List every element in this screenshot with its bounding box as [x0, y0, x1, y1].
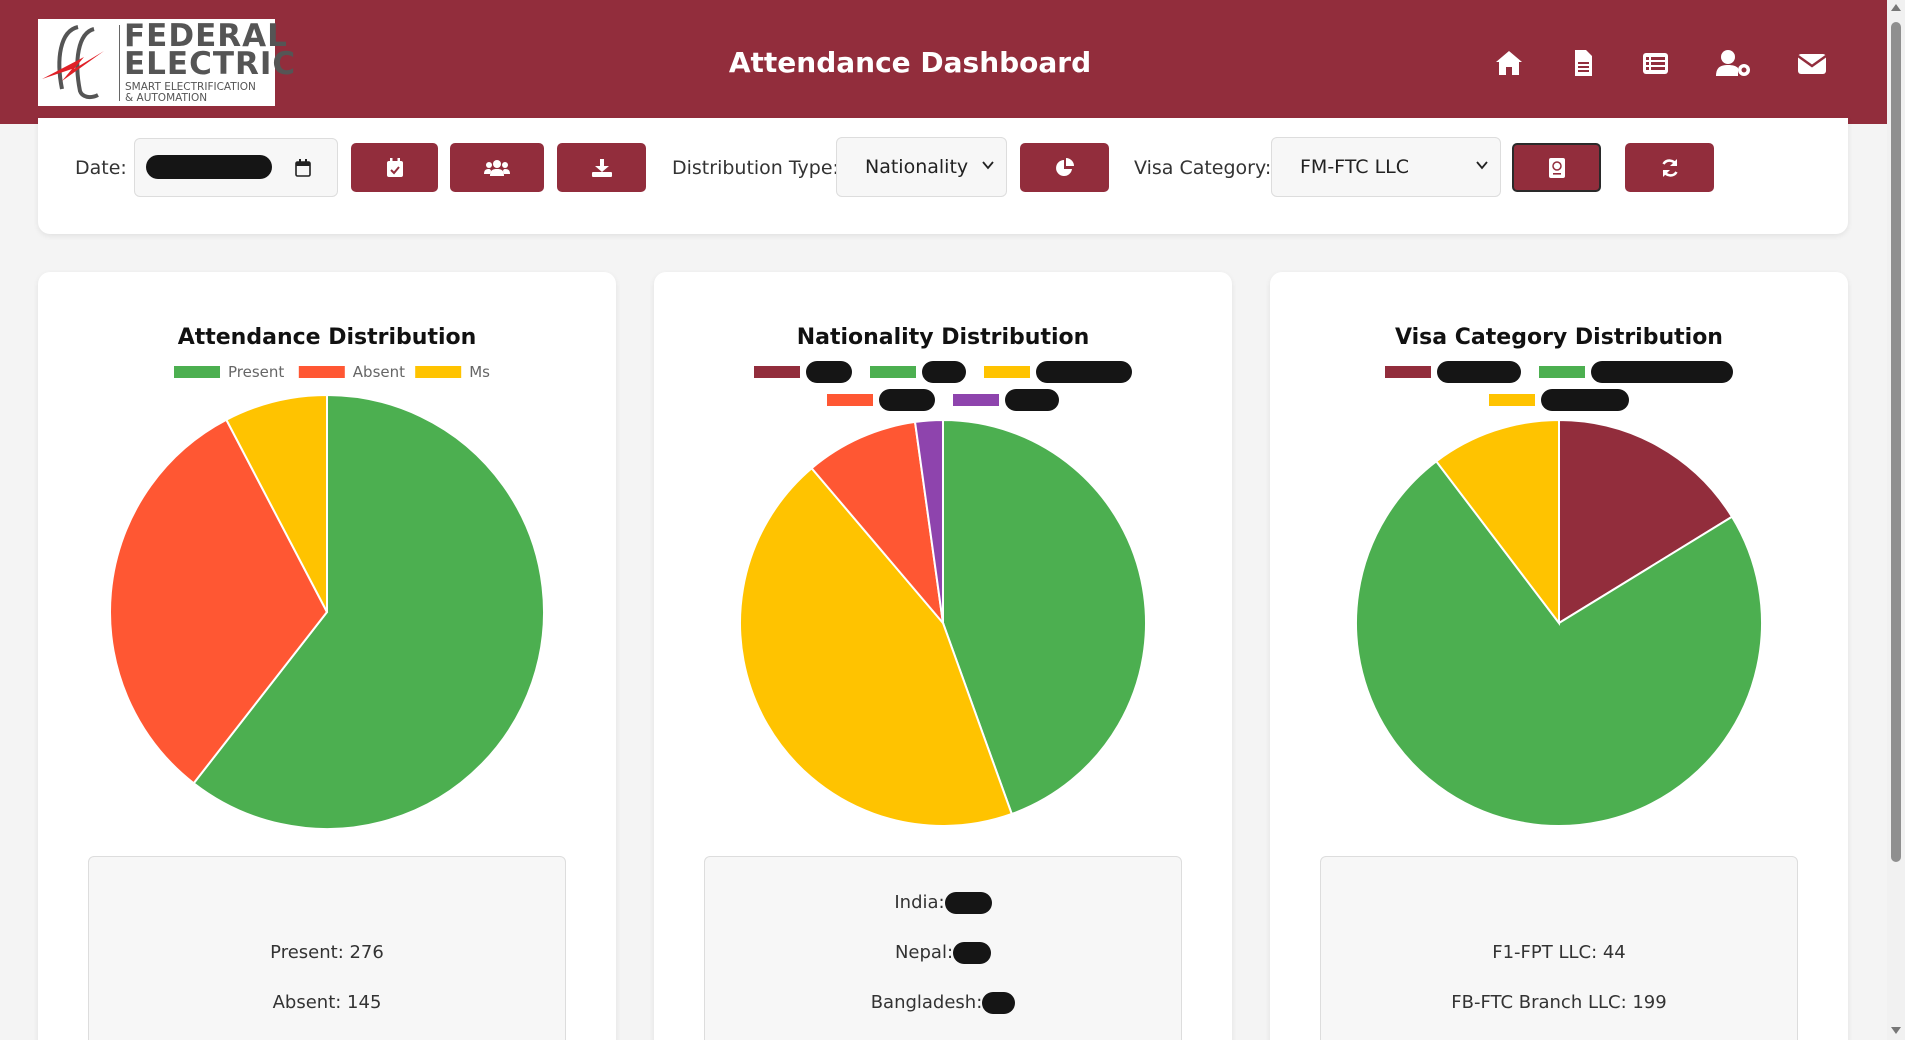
legend-item[interactable] [984, 361, 1132, 383]
distribution-type-select[interactable]: Nationality [836, 137, 1007, 197]
passport-button[interactable] [1512, 143, 1601, 192]
distribution-type-label: Distribution Type: [672, 157, 839, 179]
page-scrollbar[interactable] [1887, 0, 1905, 1040]
refresh-button[interactable] [1625, 143, 1714, 192]
redacted-legend-label [1036, 361, 1132, 383]
logo-tagline2: & AUTOMATION [125, 92, 208, 104]
legend-item[interactable] [827, 389, 935, 411]
pie-slice[interactable] [109, 418, 329, 785]
distribution-type-value: Nationality [865, 156, 969, 178]
legend-item[interactable] [754, 361, 852, 383]
legend-item[interactable]: Absent [298, 363, 405, 381]
list-icon[interactable] [1640, 48, 1670, 78]
legend-label: Ms [469, 363, 490, 381]
stat-bangladesh: Bangladesh: [705, 992, 1181, 1014]
redacted-legend-label [1541, 389, 1629, 411]
company-logo[interactable]: FEDERAL ELECTRIC SMART ELECTRIFICATION &… [38, 19, 295, 106]
pie-slice[interactable] [1355, 459, 1763, 827]
pie-slice[interactable] [192, 393, 545, 830]
scrollbar-thumb[interactable] [1891, 22, 1901, 862]
attendance-chart-title: Attendance Distribution [177, 325, 477, 350]
legend-item[interactable] [870, 361, 966, 383]
download-icon [591, 158, 612, 177]
document-icon[interactable] [1568, 48, 1598, 78]
date-label: Date: [75, 157, 127, 179]
visa-category-label: Visa Category: [1134, 157, 1272, 179]
legend-item[interactable] [953, 389, 1059, 411]
legend-item[interactable] [1539, 361, 1733, 383]
redacted-legend-label [806, 361, 852, 383]
visa-stats-panel: F1-FPT LLC: 44 FB-FTC Branch LLC: 199 [1320, 856, 1798, 1040]
pie-slice[interactable] [1434, 418, 1560, 626]
download-button[interactable] [557, 143, 646, 192]
stat-india: India: [705, 892, 1181, 914]
page-title: Attendance Dashboard [728, 46, 1092, 79]
calendar-check-button[interactable] [351, 143, 438, 192]
chart-pie-button[interactable] [1020, 143, 1109, 192]
stat-nepal: Nepal: [705, 942, 1181, 964]
pie-slice[interactable] [739, 466, 1014, 827]
refresh-icon [1661, 158, 1678, 177]
stat-present: Present: 276 [270, 942, 384, 963]
legend-label: Present [228, 363, 284, 381]
redacted-legend-label [922, 361, 966, 383]
visa-category-select[interactable]: FM-FTC LLC [1271, 137, 1501, 197]
home-icon[interactable] [1494, 48, 1524, 78]
user-settings-icon[interactable] [1716, 48, 1752, 78]
legend-label: Absent [353, 363, 405, 381]
scroll-down-arrow-icon[interactable] [1891, 1027, 1901, 1034]
chevron-down-icon [1476, 161, 1488, 170]
redacted-date-value [146, 155, 272, 179]
redacted-legend-label [1437, 361, 1521, 383]
legend-item[interactable]: Present [174, 363, 284, 381]
nationality-chart-title: Nationality Distribution [796, 325, 1090, 350]
envelope-icon[interactable] [1796, 48, 1828, 78]
visa-category-pie-chart [1355, 361, 1763, 827]
scroll-up-arrow-icon[interactable] [1891, 4, 1901, 11]
pie-slice[interactable] [225, 393, 328, 613]
attendance-pie-chart: Present Absent Ms [109, 363, 545, 830]
chevron-down-icon [982, 161, 994, 170]
legend-item[interactable] [1385, 361, 1521, 383]
stat-absent: Absent: 145 [272, 992, 382, 1013]
pie-slice[interactable] [942, 418, 1148, 816]
legend-item[interactable]: Ms [415, 363, 490, 381]
stat-fb-ftc: FB-FTC Branch LLC: 199 [1451, 992, 1667, 1013]
passport-icon [1548, 157, 1565, 178]
attendance-stats-panel: Present: 276 Absent: 145 [88, 856, 566, 1040]
users-button[interactable] [450, 143, 544, 192]
redacted-legend-label [879, 389, 935, 411]
app-header: FEDERAL ELECTRIC SMART ELECTRIFICATION &… [0, 0, 1887, 124]
logo-tagline1: SMART ELECTRIFICATION [125, 81, 256, 93]
legend-item[interactable] [1489, 389, 1629, 411]
date-input[interactable] [134, 138, 338, 197]
redacted-legend-label [1005, 389, 1059, 411]
nationality-stats-panel: India: Nepal: Bangladesh: [704, 856, 1182, 1040]
pie-slice[interactable] [913, 418, 944, 624]
visa-chart-title: Visa Category Distribution [1395, 325, 1723, 350]
chart-pie-icon [1055, 157, 1074, 176]
stat-f1-fpt: F1-FPT LLC: 44 [1492, 942, 1626, 963]
logo-brand-line1: FEDERAL [124, 18, 288, 54]
nationality-pie-chart [739, 361, 1148, 827]
calendar-icon[interactable] [295, 159, 311, 177]
logo-brand-line2: ELECTRIC [124, 46, 297, 82]
visa-category-value: FM-FTC LLC [1300, 156, 1410, 178]
calendar-check-icon [386, 157, 403, 177]
logo-mark-icon [42, 25, 104, 100]
redacted-legend-label [1591, 361, 1733, 383]
users-icon [484, 159, 510, 176]
pie-slice[interactable] [810, 420, 945, 627]
pie-slice[interactable] [1558, 418, 1734, 625]
